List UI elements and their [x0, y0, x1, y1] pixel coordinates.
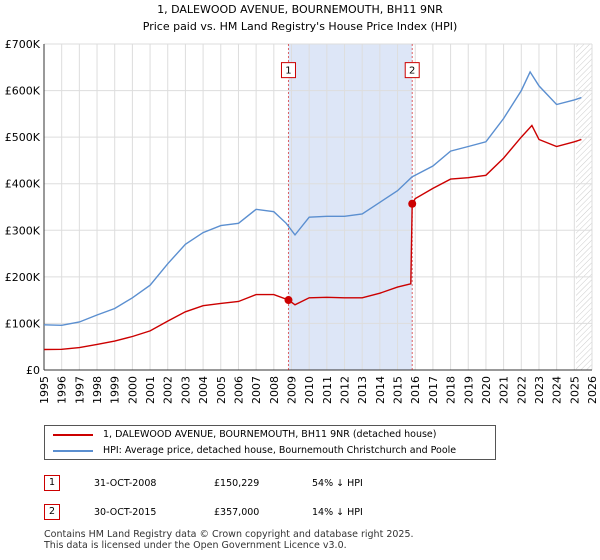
- x-tick-label: 2008: [268, 376, 281, 404]
- x-tick-label: 1998: [91, 376, 104, 404]
- footer-copyright: Contains HM Land Registry data © Crown c…: [44, 529, 414, 540]
- x-tick-label: 1995: [38, 376, 51, 404]
- price-chart: 1, DALEWOOD AVENUE, BOURNEMOUTH, BH11 9N…: [5, 3, 599, 404]
- x-tick-label: 2006: [232, 376, 245, 404]
- x-tick-label: 2020: [480, 376, 493, 404]
- x-tick-label: 2014: [374, 376, 387, 404]
- y-tick-label: £300K: [5, 224, 41, 237]
- hpi-line: [43, 70, 582, 327]
- x-tick-label: 2022: [515, 376, 528, 404]
- y-tick-label: £400K: [5, 178, 41, 191]
- shaded-period: [288, 44, 413, 370]
- x-tick-label: 1996: [56, 376, 69, 404]
- x-tick-label: 1999: [109, 376, 122, 404]
- y-tick-label: £600K: [5, 85, 41, 98]
- x-tick-label: 2026: [586, 376, 599, 404]
- x-tick-label: 2015: [392, 376, 405, 404]
- x-tick-label: 2013: [356, 376, 369, 404]
- transaction-row: 2 30-OCT-2015 £357,000 14% ↓ HPI: [44, 504, 564, 522]
- y-tick-label: £0: [26, 364, 40, 377]
- x-tick-label: 2017: [427, 376, 440, 404]
- x-tick-label: 2012: [339, 376, 352, 404]
- transaction-hpi: 14% ↓ HPI: [312, 507, 363, 518]
- x-tick-label: 2019: [462, 376, 475, 404]
- x-tick-label: 2007: [250, 376, 263, 404]
- transaction-point: [284, 296, 293, 305]
- x-tick-label: 2021: [498, 376, 511, 404]
- legend-label-hpi: HPI: Average price, detached house, Bour…: [103, 445, 457, 456]
- x-tick-label: 2010: [303, 376, 316, 404]
- y-tick-label: £700K: [5, 38, 41, 51]
- y-tick-label: £200K: [5, 271, 41, 284]
- transaction-date: 31-OCT-2008: [94, 478, 157, 489]
- x-tick-label: 2005: [215, 376, 228, 404]
- marker-box: [404, 62, 420, 79]
- marker-box: [280, 62, 296, 79]
- property-price-line: [43, 124, 582, 351]
- transaction-marker: 1: [44, 475, 60, 491]
- legend-swatch-hpi: [53, 449, 93, 452]
- transaction-row: 1 31-OCT-2008 £150,229 54% ↓ HPI: [44, 475, 564, 493]
- y-tick-label: £500K: [5, 131, 41, 144]
- y-tick-label: £100K: [5, 317, 41, 330]
- chart-subtitle: Price paid vs. HM Land Registry's House …: [143, 20, 458, 33]
- marker-label: 1: [285, 66, 291, 77]
- x-tick-label: 2011: [321, 376, 334, 404]
- x-tick-label: 2000: [126, 376, 139, 404]
- chart-title: 1, DALEWOOD AVENUE, BOURNEMOUTH, BH11 9N…: [157, 3, 443, 16]
- x-tick-label: 2024: [551, 376, 564, 404]
- legend-label-property: 1, DALEWOOD AVENUE, BOURNEMOUTH, BH11 9N…: [103, 429, 437, 440]
- legend-item-property: 1, DALEWOOD AVENUE, BOURNEMOUTH, BH11 9N…: [53, 427, 436, 443]
- x-tick-label: 2003: [179, 376, 192, 404]
- legend-item-hpi: HPI: Average price, detached house, Bour…: [53, 443, 456, 459]
- legend-swatch-property: [53, 433, 93, 436]
- x-tick-label: 2023: [533, 376, 546, 404]
- transaction-point: [408, 199, 417, 208]
- x-tick-label: 2016: [409, 376, 422, 404]
- x-tick-label: 2018: [445, 376, 458, 404]
- footer-licence: This data is licensed under the Open Gov…: [44, 539, 347, 551]
- x-tick-label: 2025: [568, 376, 581, 404]
- transaction-marker: 2: [44, 504, 60, 520]
- transaction-price: £150,229: [214, 478, 260, 489]
- forecast-hatch: [576, 44, 592, 370]
- x-tick-label: 2001: [144, 376, 157, 404]
- footer: Contains HM Land Registry data © Crown c…: [44, 529, 414, 551]
- transaction-hpi: 54% ↓ HPI: [312, 478, 363, 489]
- x-tick-label: 2009: [285, 376, 298, 404]
- x-tick-label: 2002: [162, 376, 175, 404]
- legend: 1, DALEWOOD AVENUE, BOURNEMOUTH, BH11 9N…: [44, 425, 496, 460]
- x-tick-label: 1997: [73, 376, 86, 404]
- transaction-price: £357,000: [214, 507, 260, 518]
- marker-label: 2: [409, 66, 415, 77]
- x-tick-label: 2004: [197, 376, 210, 404]
- transaction-date: 30-OCT-2015: [94, 507, 157, 518]
